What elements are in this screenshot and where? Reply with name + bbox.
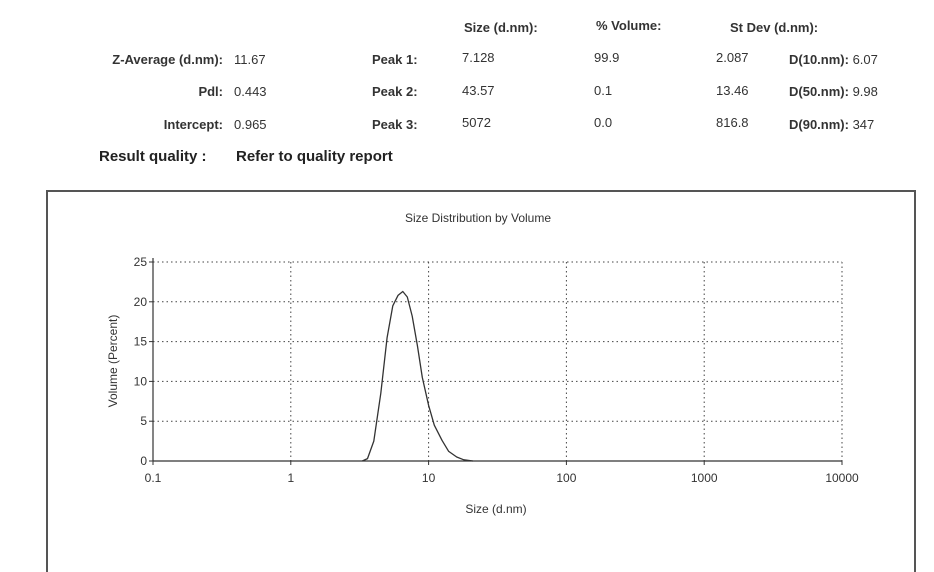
x-axis-label: Size (d.nm): [465, 502, 526, 516]
y-tick-label: 0: [140, 454, 147, 468]
x-tick-label: 1: [287, 471, 294, 485]
series-layer: [362, 292, 473, 462]
series-line: [362, 292, 473, 462]
x-tick-label: 1000: [691, 471, 718, 485]
axis-layer: [149, 258, 842, 465]
grid-layer: [153, 262, 842, 461]
y-axis-label: Volume (Percent): [106, 315, 120, 408]
y-tick-label: 15: [134, 335, 148, 349]
x-tick-label: 10: [422, 471, 436, 485]
y-tick-label: 20: [134, 295, 148, 309]
tick-label-layer: 0.1 1 10 100 1000 10000 0 5 10 15 20 25: [134, 255, 859, 485]
x-tick-label: 10000: [825, 471, 859, 485]
y-tick-label: 5: [140, 414, 147, 428]
y-tick-label: 25: [134, 255, 148, 269]
x-tick-label: 100: [556, 471, 576, 485]
x-tick-label: 0.1: [145, 471, 162, 485]
y-tick-label: 10: [134, 374, 148, 388]
size-distribution-chart: Size Distribution by Volume 0.1110100100…: [0, 0, 934, 552]
chart-title: Size Distribution by Volume: [405, 211, 551, 225]
